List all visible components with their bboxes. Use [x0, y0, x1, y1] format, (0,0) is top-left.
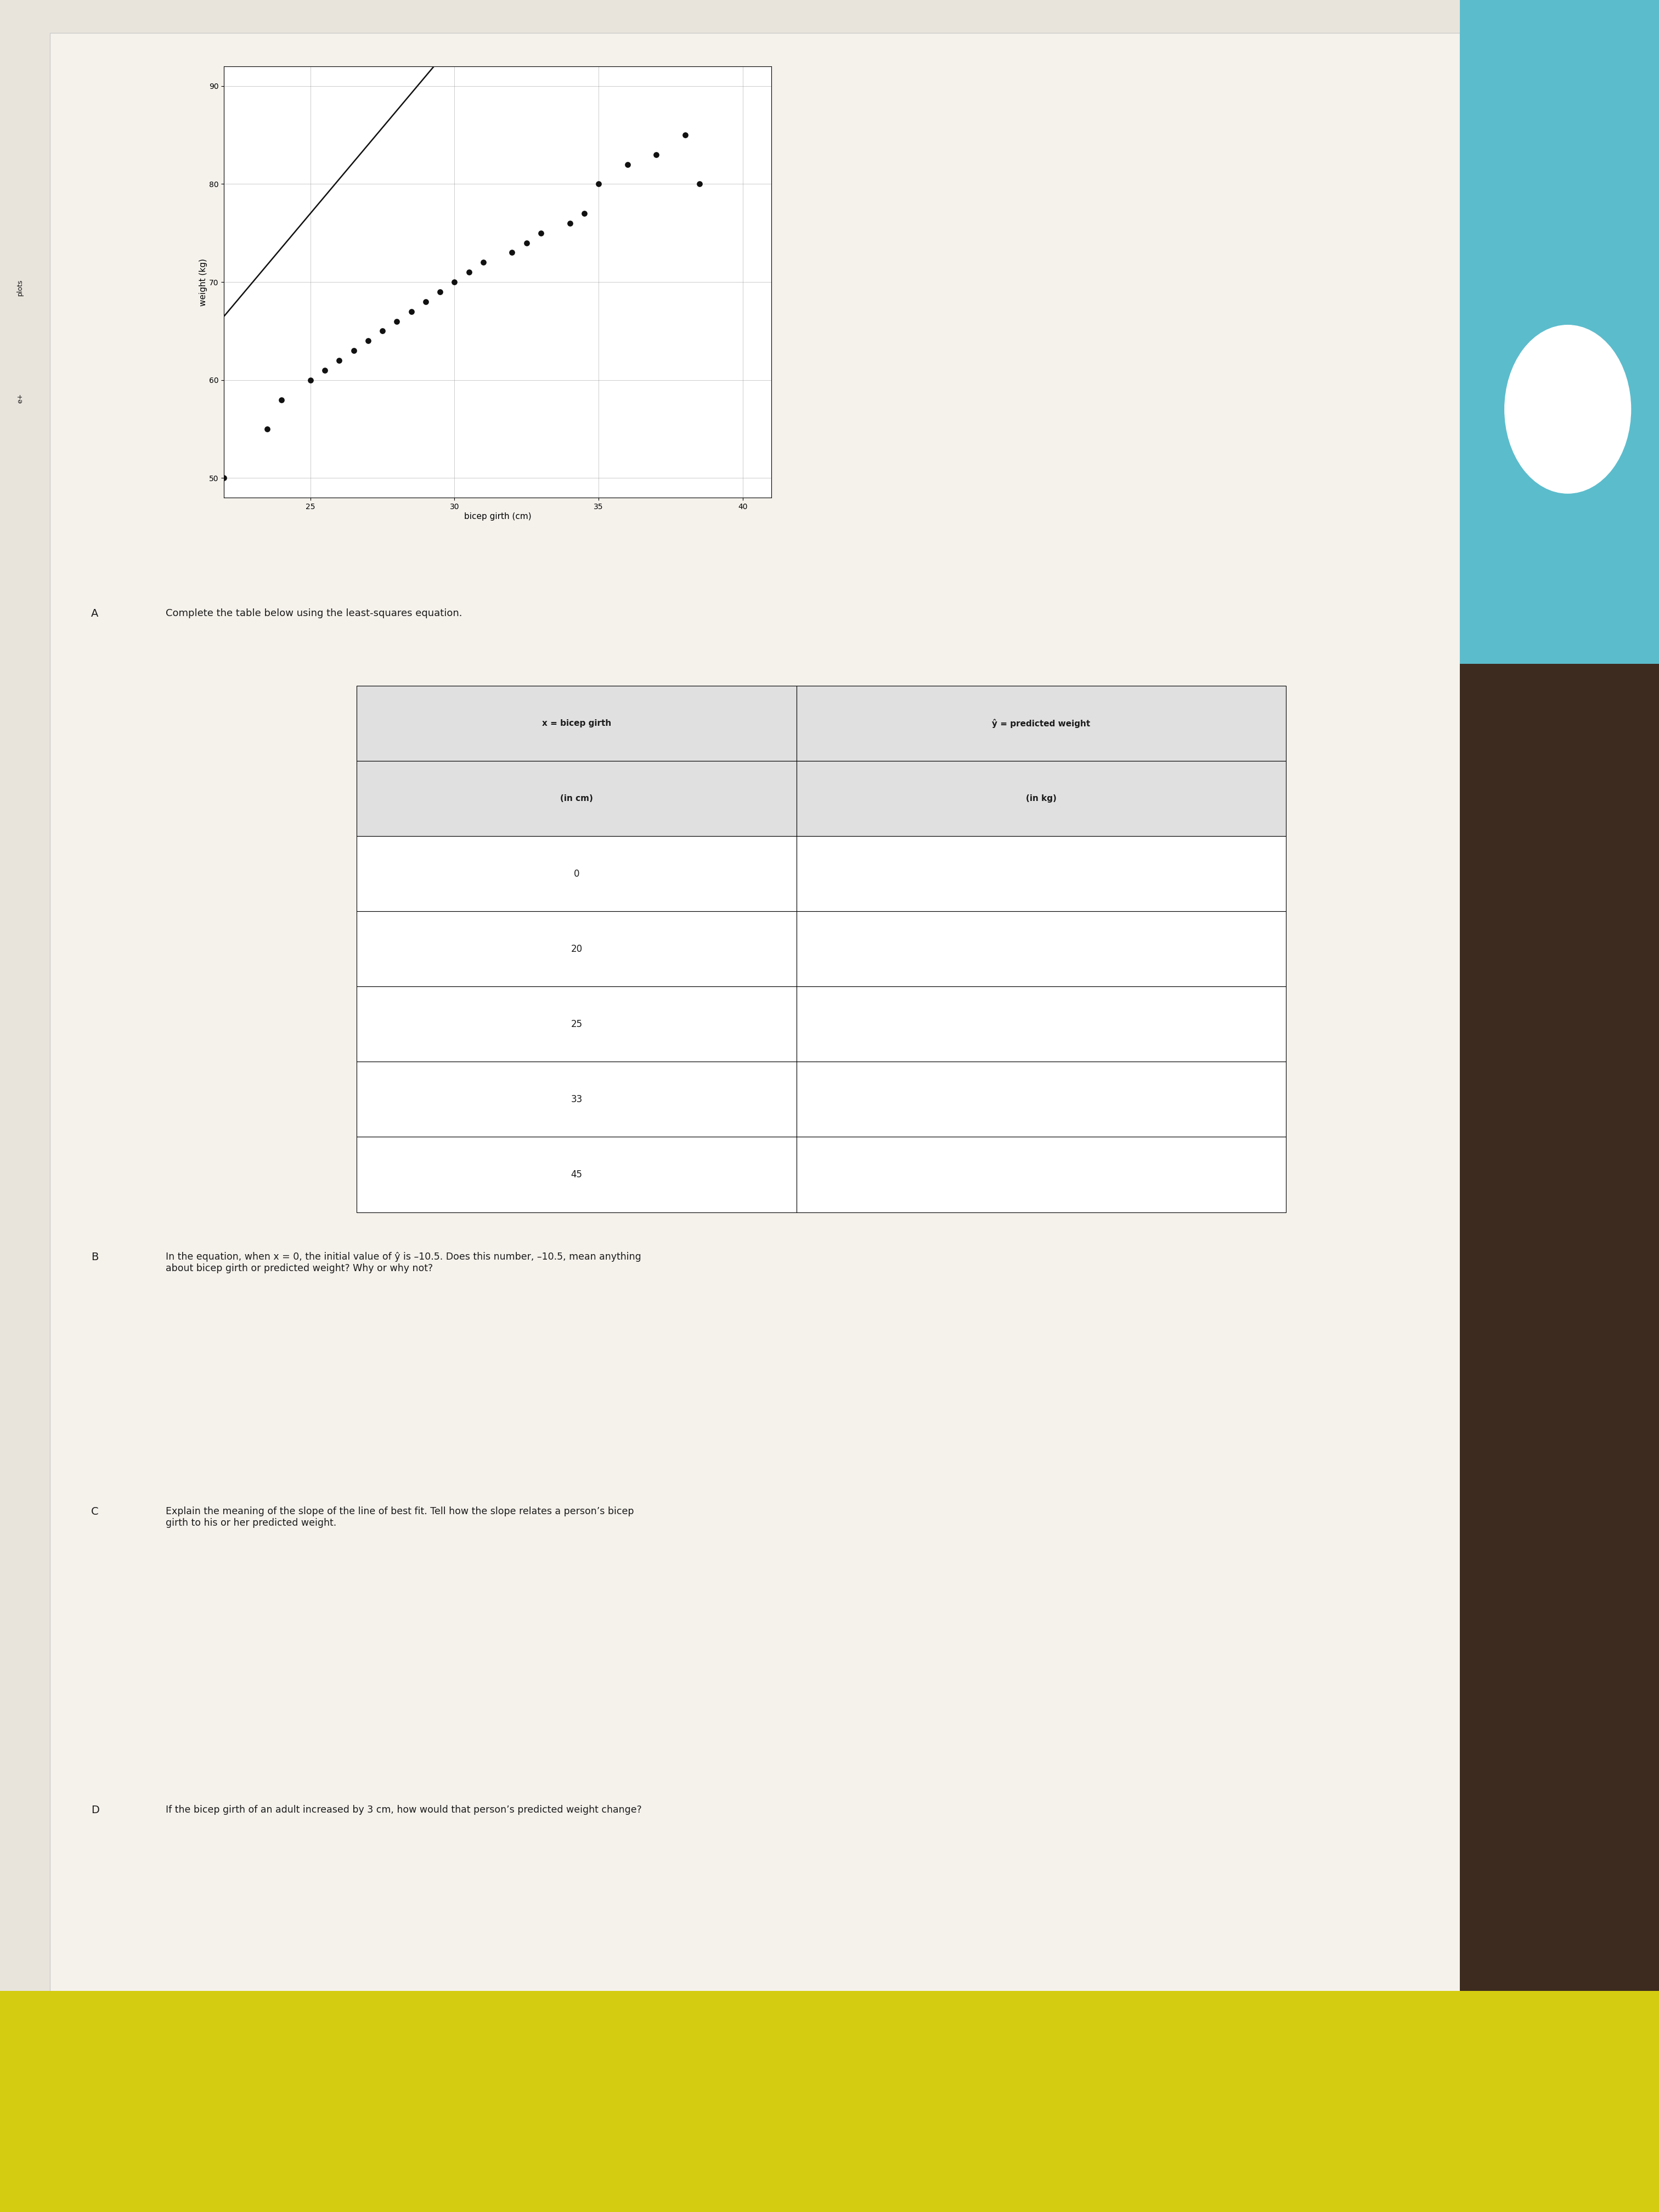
Bar [357, 1062, 796, 1137]
Y-axis label: weight (kg): weight (kg) [199, 259, 207, 305]
Text: x = bicep girth: x = bicep girth [542, 719, 611, 728]
Point [528, 215, 554, 250]
Point [456, 254, 483, 290]
Point [355, 323, 382, 358]
Text: C: C [91, 1506, 100, 1517]
Point [211, 460, 237, 495]
Text: ŷ = predicted weight: ŷ = predicted weight [992, 719, 1090, 728]
Text: Explain the meaning of the slope of the line of best fit. Tell how the slope rel: Explain the meaning of the slope of the … [166, 1506, 634, 1528]
Bar [357, 761, 796, 836]
Point [340, 334, 367, 369]
Bar [796, 987, 1286, 1062]
Circle shape [1505, 325, 1631, 493]
Bar [796, 1062, 1286, 1137]
Point [383, 303, 410, 338]
Polygon shape [50, 33, 1460, 2168]
X-axis label: bicep girth (cm): bicep girth (cm) [465, 513, 531, 520]
Text: D: D [91, 1805, 100, 1816]
Bar [357, 911, 796, 987]
Point [499, 234, 526, 270]
Bar [796, 686, 1286, 761]
Text: B: B [91, 1252, 98, 1263]
Bar [796, 761, 1286, 836]
Text: (in cm): (in cm) [561, 794, 592, 803]
Point [254, 411, 280, 447]
Bar [796, 836, 1286, 911]
Text: 33: 33 [571, 1095, 582, 1104]
Text: 45: 45 [571, 1170, 582, 1179]
Text: plots: plots [17, 279, 23, 296]
Point [426, 274, 453, 310]
Text: In the equation, when x = 0, the initial value of ŷ is –10.5. Does this number, : In the equation, when x = 0, the initial… [166, 1252, 642, 1274]
Point [644, 137, 670, 173]
Text: 20: 20 [571, 945, 582, 953]
Bar [357, 686, 796, 761]
Text: If the bicep girth of an adult increased by 3 cm, how would that person’s predic: If the bicep girth of an adult increased… [166, 1805, 642, 1814]
Point [441, 265, 468, 301]
Point [297, 363, 324, 398]
Point [370, 314, 397, 349]
Point [513, 226, 539, 261]
Polygon shape [1460, 0, 1659, 664]
Point [398, 294, 425, 330]
Text: (in kg): (in kg) [1025, 794, 1057, 803]
Text: 25: 25 [571, 1020, 582, 1029]
Bar [796, 1137, 1286, 1212]
Point [586, 166, 612, 201]
Text: 0: 0 [574, 869, 579, 878]
Point [571, 195, 597, 230]
Text: e+: e+ [17, 394, 23, 403]
Point [687, 166, 713, 201]
Polygon shape [0, 1991, 1659, 2212]
Point [614, 146, 640, 181]
Text: A: A [91, 608, 98, 619]
Point [556, 206, 582, 241]
Point [672, 117, 698, 153]
Text: Complete the table below using the least-squares equation.: Complete the table below using the least… [166, 608, 463, 617]
Bar [357, 1137, 796, 1212]
Point [269, 383, 295, 418]
Bar [357, 987, 796, 1062]
Bar [357, 836, 796, 911]
Point [413, 283, 440, 319]
Polygon shape [1460, 664, 1659, 2212]
Bar [796, 911, 1286, 987]
Point [312, 352, 338, 387]
Point [469, 246, 496, 281]
Point [325, 343, 352, 378]
